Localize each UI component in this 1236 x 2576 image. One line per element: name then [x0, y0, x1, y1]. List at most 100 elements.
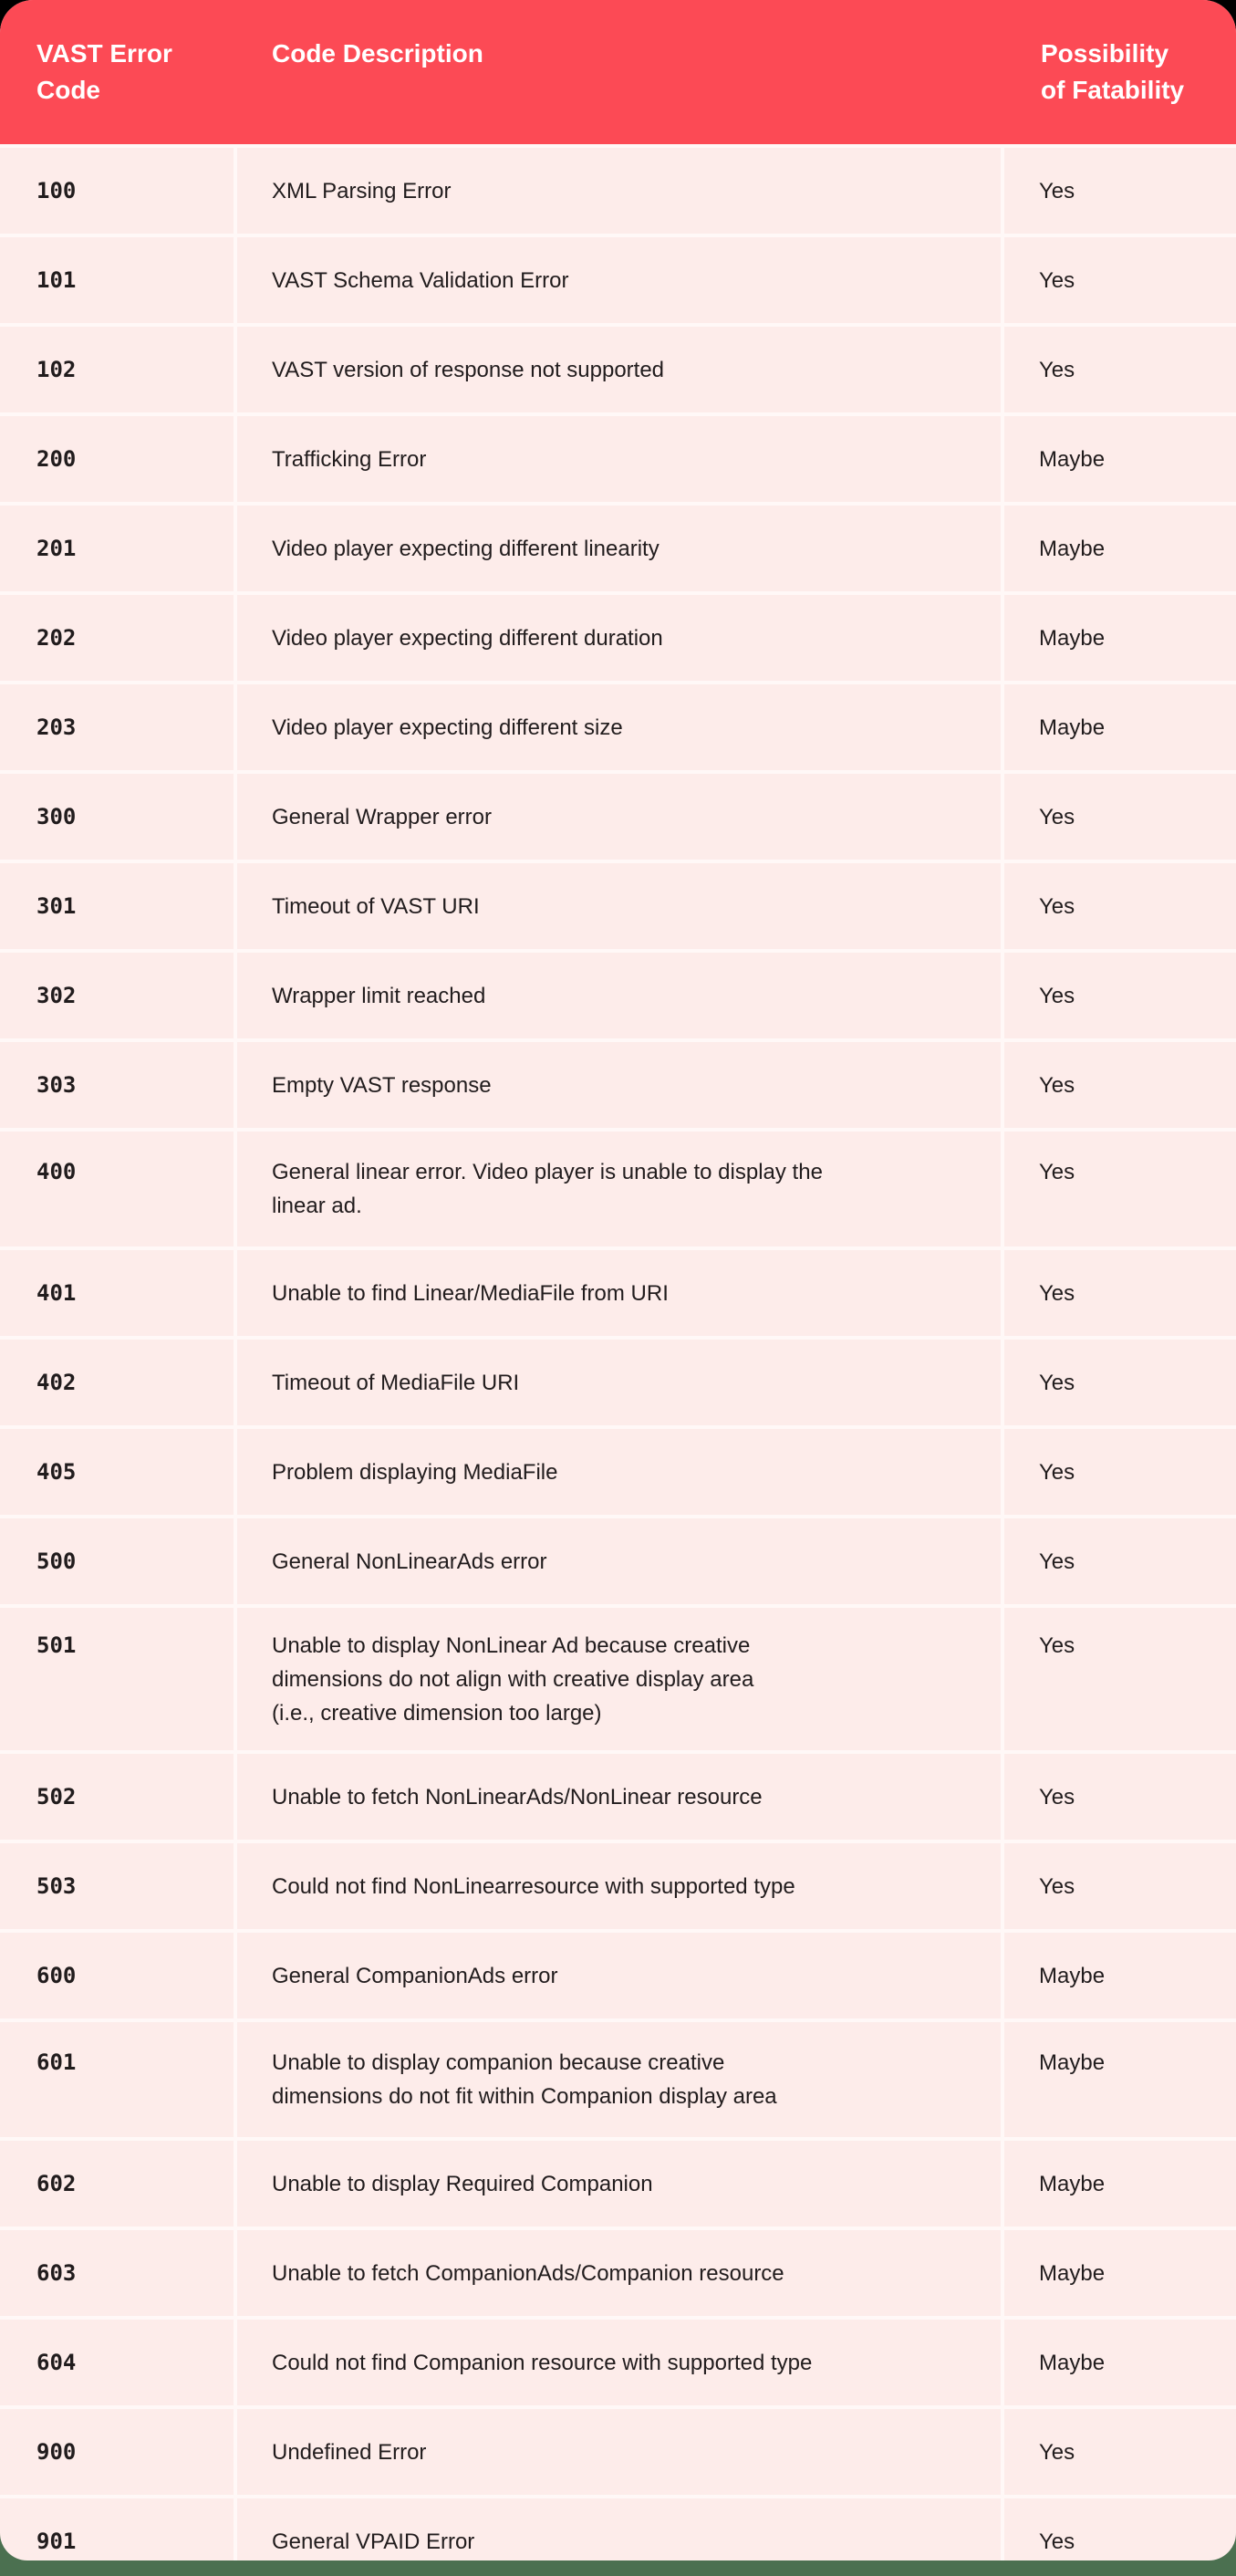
table-row: 401 Unable to find Linear/MediaFile from… — [0, 1246, 1236, 1336]
cell-fatability: Yes — [1039, 2439, 1075, 2465]
table-row: 201 Video player expecting different lin… — [0, 502, 1236, 591]
cell-description: Unable to display NonLinear Ad because c… — [272, 1632, 754, 1726]
table-row: 602 Unable to display Required Companion… — [0, 2137, 1236, 2227]
table-row: 100 XML Parsing Error Yes — [0, 144, 1236, 234]
cell-error-code: 100 — [36, 177, 77, 203]
cell-error-code: 202 — [36, 624, 77, 651]
cell-fatability: Yes — [1039, 893, 1075, 919]
cell-description: Unable to find Linear/MediaFile from URI — [272, 1280, 669, 1306]
cell-description: Unable to display Required Companion — [272, 2171, 653, 2196]
cell-description: Timeout of MediaFile URI — [272, 1370, 520, 1395]
cell-error-code: 604 — [36, 2349, 77, 2375]
table-row: 503 Could not find NonLinearresource wit… — [0, 1840, 1236, 1929]
header-cell-description: Code Description — [272, 39, 483, 68]
cell-description: Video player expecting different lineari… — [272, 536, 660, 561]
table-row: 102 VAST version of response not support… — [0, 323, 1236, 412]
table-row: 502 Unable to fetch NonLinearAds/NonLine… — [0, 1750, 1236, 1840]
cell-error-code: 601 — [36, 2049, 77, 2075]
cell-description: Wrapper limit reached — [272, 983, 486, 1008]
cell-fatability: Maybe — [1039, 2260, 1106, 2286]
header-cell-fatability: Possibility of Fatability — [1041, 39, 1185, 104]
cell-description: Unable to display companion because crea… — [272, 2050, 777, 2109]
cell-fatability: Yes — [1039, 1160, 1075, 1184]
cell-fatability: Maybe — [1039, 2171, 1106, 2196]
table-row: 203 Video player expecting different siz… — [0, 681, 1236, 770]
table-row: 301 Timeout of VAST URI Yes — [0, 860, 1236, 949]
cell-fatability: Maybe — [1039, 2350, 1106, 2375]
cell-description: General Wrapper error — [272, 804, 492, 829]
cell-description: Empty VAST response — [272, 1072, 492, 1098]
cell-error-code: 500 — [36, 1548, 77, 1574]
cell-error-code: 900 — [36, 2438, 77, 2465]
cell-fatability: Yes — [1039, 983, 1075, 1008]
cell-description: Could not find Companion resource with s… — [272, 2350, 813, 2375]
cell-description: Video player expecting different duratio… — [272, 625, 663, 651]
cell-error-code: 201 — [36, 535, 77, 561]
column-divider-1 — [234, 144, 237, 2560]
cell-error-code: 600 — [36, 1962, 77, 1988]
table-row: 200 Trafficking Error Maybe — [0, 412, 1236, 502]
cell-error-code: 101 — [36, 266, 77, 293]
cell-description: Video player expecting different size — [272, 714, 623, 740]
cell-error-code: 602 — [36, 2170, 77, 2196]
table-row: 600 General CompanionAds error Maybe — [0, 1929, 1236, 2018]
cell-error-code: 405 — [36, 1458, 77, 1485]
cell-description: XML Parsing Error — [272, 178, 452, 203]
table-row: 402 Timeout of MediaFile URI Yes — [0, 1336, 1236, 1425]
table-row: 400 General linear error. Video player i… — [0, 1128, 1236, 1246]
cell-error-code: 501 — [36, 1632, 77, 1658]
cell-fatability: Yes — [1039, 1072, 1075, 1098]
cell-description: Unable to fetch CompanionAds/Companion r… — [272, 2260, 784, 2286]
table-row: 302 Wrapper limit reached Yes — [0, 949, 1236, 1038]
cell-fatability: Yes — [1039, 1280, 1075, 1306]
cell-error-code: 300 — [36, 803, 77, 829]
cell-error-code: 301 — [36, 892, 77, 919]
table-row: 901 General VPAID Error Yes — [0, 2495, 1236, 2560]
cell-fatability: Maybe — [1039, 446, 1106, 472]
cell-description: General linear error. Video player is un… — [272, 1160, 823, 1218]
table-row: 604 Could not find Companion resource wi… — [0, 2316, 1236, 2405]
cell-fatability: Yes — [1039, 1459, 1075, 1485]
table-row: 603 Unable to fetch CompanionAds/Compani… — [0, 2227, 1236, 2316]
cell-fatability: Maybe — [1039, 714, 1106, 740]
cell-description: VAST Schema Validation Error — [272, 267, 569, 293]
cell-description: VAST version of response not supported — [272, 357, 665, 382]
table-row: 202 Video player expecting different dur… — [0, 591, 1236, 681]
cell-description: Undefined Error — [272, 2439, 427, 2465]
table-header: VAST Error Code Code Description Possibi… — [0, 0, 1236, 144]
table-row: 500 General NonLinearAds error Yes — [0, 1515, 1236, 1604]
cell-fatability: Yes — [1039, 357, 1075, 382]
cell-error-code: 400 — [36, 1159, 77, 1184]
table-row: 300 General Wrapper error Yes — [0, 770, 1236, 860]
cell-fatability: Yes — [1039, 2529, 1075, 2554]
table-row: 405 Problem displaying MediaFile Yes — [0, 1425, 1236, 1515]
cell-fatability: Yes — [1039, 178, 1075, 203]
cell-fatability: Yes — [1039, 1873, 1075, 1899]
cell-description: Trafficking Error — [272, 446, 427, 472]
table-row: 101 VAST Schema Validation Error Yes — [0, 234, 1236, 323]
table-row: 900 Undefined Error Yes — [0, 2405, 1236, 2495]
cell-error-code: 901 — [36, 2528, 77, 2554]
table-row: 501 Unable to display NonLinear Ad becau… — [0, 1604, 1236, 1750]
cell-description: Could not find NonLinearresource with su… — [272, 1873, 795, 1899]
cell-fatability: Yes — [1039, 1784, 1075, 1809]
cell-fatability: Yes — [1039, 267, 1075, 293]
cell-fatability: Maybe — [1039, 1963, 1106, 1988]
cell-error-code: 200 — [36, 445, 77, 472]
header-cell-error-code: VAST Error Code — [36, 39, 172, 104]
cell-fatability: Yes — [1039, 1549, 1075, 1574]
cell-description: General CompanionAds error — [272, 1963, 558, 1988]
cell-fatability: Maybe — [1039, 625, 1106, 651]
cell-error-code: 603 — [36, 2259, 77, 2286]
cell-error-code: 203 — [36, 714, 77, 740]
cell-description: Timeout of VAST URI — [272, 893, 480, 919]
cell-error-code: 302 — [36, 982, 77, 1008]
cell-error-code: 502 — [36, 1783, 77, 1809]
table-body: 100 XML Parsing Error Yes 101 VAST Schem… — [0, 144, 1236, 2560]
cell-description: General VPAID Error — [272, 2529, 475, 2554]
cell-error-code: 303 — [36, 1071, 77, 1098]
cell-fatability: Maybe — [1039, 536, 1106, 561]
cell-error-code: 102 — [36, 356, 77, 382]
